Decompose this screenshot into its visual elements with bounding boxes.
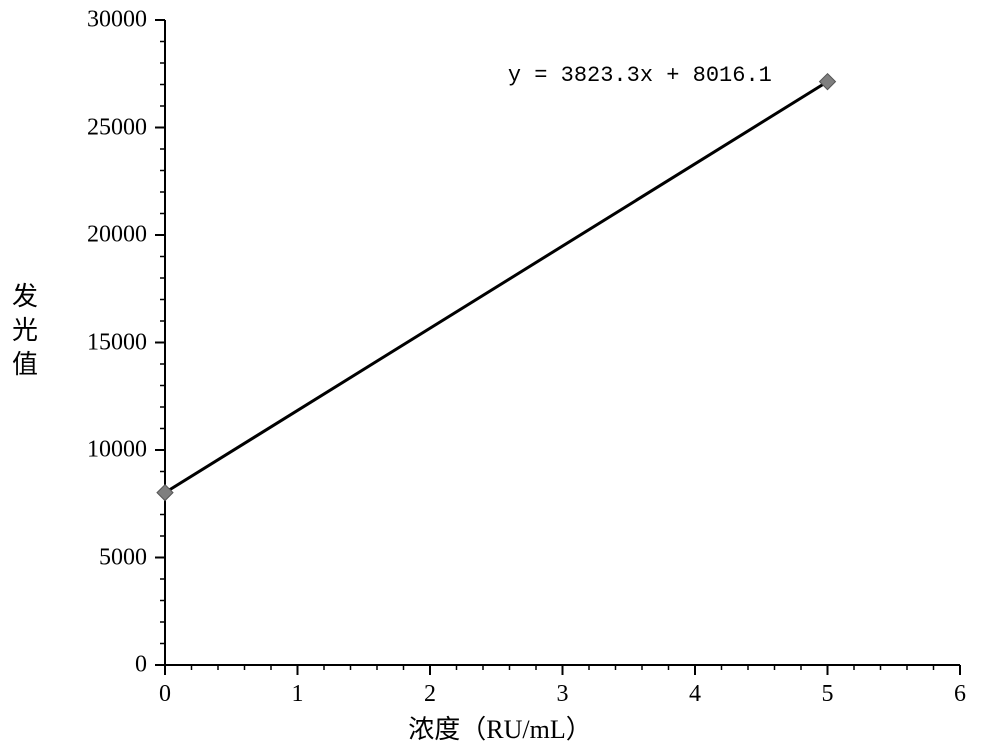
x-tick-label: 0 xyxy=(159,681,171,708)
chart-svg xyxy=(0,0,1000,754)
equation-text: y = 3823.3x + 8016.1 xyxy=(508,63,772,88)
y-tick-label: 5000 xyxy=(0,544,147,571)
x-axis-label-text: 浓度（RU/mL） xyxy=(408,715,591,744)
x-tick-label: 4 xyxy=(689,681,701,708)
x-tick-label: 3 xyxy=(557,681,569,708)
x-tick-label: 6 xyxy=(954,681,966,708)
line-chart: 发光值 浓度（RU/mL） y = 3823.3x + 8016.1 05000… xyxy=(0,0,1000,754)
x-axis-label: 浓度（RU/mL） xyxy=(0,709,1000,746)
x-tick-label: 5 xyxy=(822,681,834,708)
y-tick-label: 10000 xyxy=(0,437,147,464)
y-tick-label: 15000 xyxy=(0,329,147,356)
regression-equation: y = 3823.3x + 8016.1 xyxy=(455,38,772,113)
y-tick-label: 25000 xyxy=(0,114,147,141)
y-tick-label: 20000 xyxy=(0,222,147,249)
x-tick-label: 1 xyxy=(292,681,304,708)
y-tick-label: 30000 xyxy=(0,7,147,34)
x-tick-label: 2 xyxy=(424,681,436,708)
y-tick-label: 0 xyxy=(0,652,147,679)
